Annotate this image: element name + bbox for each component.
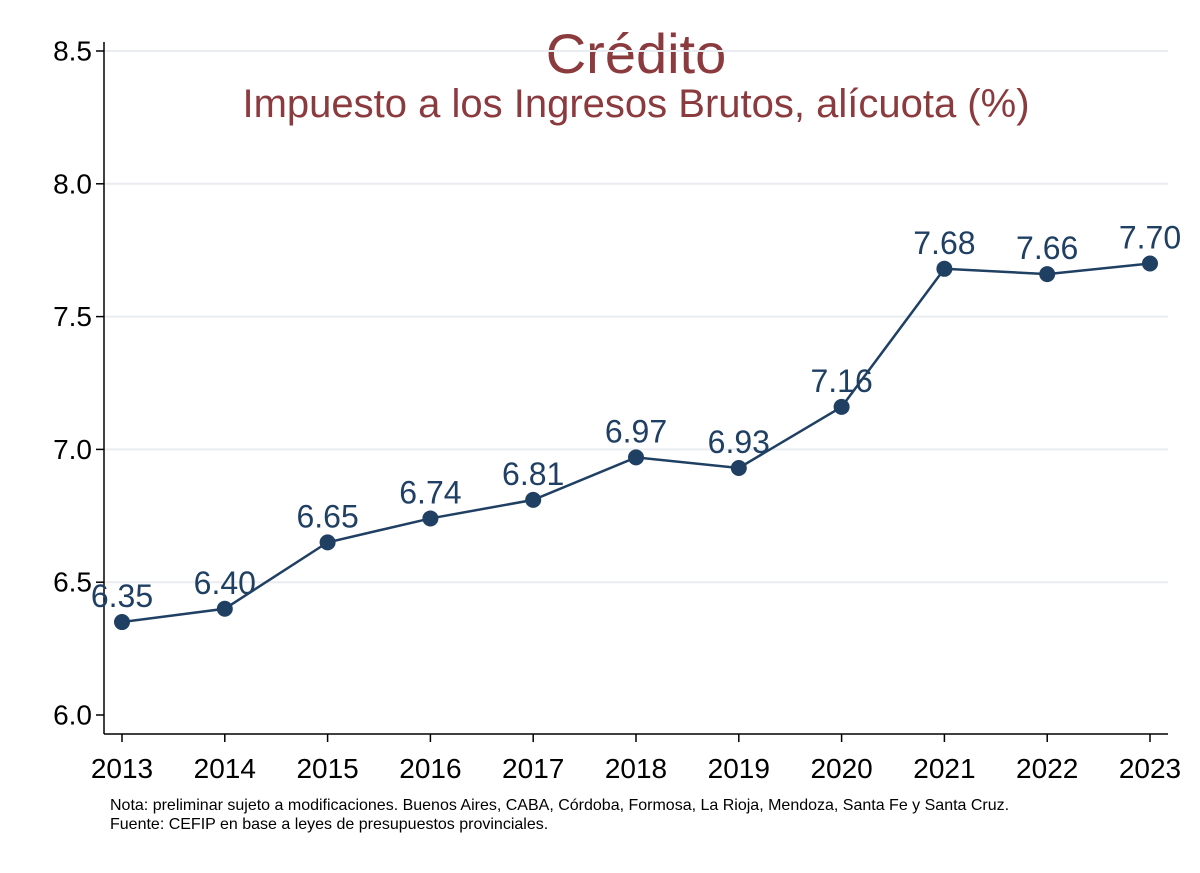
x-tick-label: 2016 xyxy=(399,753,461,784)
x-tick-label: 2023 xyxy=(1119,753,1181,784)
x-tick-label: 2019 xyxy=(708,753,770,784)
chart-title: Crédito xyxy=(545,22,727,85)
data-point xyxy=(1142,255,1158,272)
data-label: 6.35 xyxy=(91,578,153,614)
data-point xyxy=(319,534,336,551)
data-label: 6.74 xyxy=(399,474,461,510)
y-tick-label: 8.0 xyxy=(53,168,92,199)
source-text: Fuente: CEFIP en base a leyes de presupu… xyxy=(110,816,549,833)
data-point xyxy=(833,398,850,415)
y-axis-ticks: 6.0 6.5 7.0 7.5 8.0 8.5 xyxy=(53,36,104,731)
data-point xyxy=(216,600,233,617)
x-tick-label: 2017 xyxy=(502,753,564,784)
data-point xyxy=(114,614,130,631)
chart-notes: Nota: preliminar sujeto a modificaciones… xyxy=(110,796,1009,834)
y-tick-label: 7.5 xyxy=(53,301,92,332)
note-text: Nota: preliminar sujeto a modificaciones… xyxy=(110,797,1010,814)
x-tick-label: 2013 xyxy=(91,753,153,784)
data-labels: 6.35 6.40 6.65 6.74 6.81 6.97 6.93 7.16 7.68 7.66… xyxy=(91,219,1181,614)
y-tick-label: 7.0 xyxy=(53,434,92,465)
data-label: 6.65 xyxy=(296,498,358,534)
x-tick-label: 2015 xyxy=(296,753,358,784)
y-tick-label: 8.5 xyxy=(53,36,92,67)
axes xyxy=(103,42,1168,735)
data-label: 7.68 xyxy=(913,225,975,261)
grid-lines xyxy=(104,50,1168,584)
x-tick-label: 2021 xyxy=(913,753,975,784)
x-tick-label: 2020 xyxy=(810,753,872,784)
x-tick-label: 2022 xyxy=(1016,753,1078,784)
data-points xyxy=(114,255,1158,631)
data-label: 6.97 xyxy=(605,413,667,449)
data-label: 7.16 xyxy=(810,363,872,399)
x-axis-ticks: 2013 2014 2015 2016 2017 2018 2019 2020 2021 2022… xyxy=(91,734,1181,784)
data-label: 7.70 xyxy=(1119,219,1181,255)
data-point xyxy=(628,449,644,466)
y-tick-label: 6.0 xyxy=(53,700,92,731)
data-point xyxy=(936,260,953,277)
data-point xyxy=(1039,266,1056,283)
data-label: 6.81 xyxy=(502,456,564,492)
data-point xyxy=(525,491,542,508)
data-label: 6.40 xyxy=(194,565,256,601)
data-point xyxy=(422,510,439,527)
x-tick-label: 2018 xyxy=(605,753,667,784)
chart-subtitle: Impuesto a los Ingresos Brutos, alícuota… xyxy=(242,82,1030,126)
data-label: 7.66 xyxy=(1016,230,1078,266)
data-label: 6.93 xyxy=(708,424,770,460)
x-tick-label: 2014 xyxy=(194,753,256,784)
data-point xyxy=(730,459,747,476)
y-tick-label: 6.5 xyxy=(53,567,92,598)
